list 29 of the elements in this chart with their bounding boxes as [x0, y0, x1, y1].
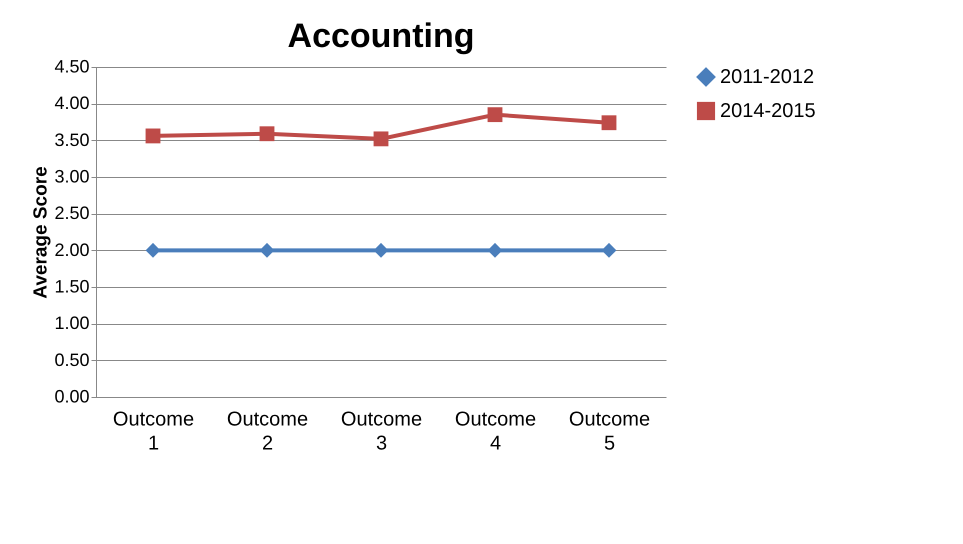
point — [488, 242, 502, 258]
point — [374, 131, 388, 146]
y-tick-label: 2.50 — [54, 203, 90, 224]
y-tick-label: 2.00 — [54, 240, 90, 260]
point — [602, 115, 616, 130]
x-tick-label: Outcome 2 — [226, 408, 308, 454]
y-tick-label: 1.50 — [54, 276, 90, 296]
point — [260, 126, 274, 142]
y-tick-label: 0.00 — [54, 386, 90, 406]
x-tick-label: Outcome 1 — [112, 408, 194, 454]
point — [488, 107, 502, 122]
x-tick-label: Outcome 5 — [568, 408, 650, 454]
x-tick-label: Outcome 4 — [454, 408, 536, 454]
y-tick-label: 1.00 — [54, 313, 90, 334]
legend-label: 2011-2012 — [720, 66, 814, 88]
chart-title: Accounting — [288, 17, 474, 55]
point — [374, 242, 388, 258]
point — [260, 242, 274, 258]
y-tick-label: 4.50 — [54, 56, 90, 76]
x-tick-label: Outcome 3 — [340, 408, 422, 454]
y-tick-label: 3.50 — [54, 130, 90, 150]
point — [146, 242, 160, 258]
y-axis-title: Average Score — [30, 166, 52, 299]
y-tick-label: 4.00 — [54, 93, 90, 114]
y-tick-label: 3.00 — [54, 166, 90, 186]
legend-label: 2014-2015 — [720, 100, 816, 122]
point — [146, 128, 160, 144]
y-tick-label: 0.50 — [54, 350, 90, 370]
point — [602, 242, 616, 258]
